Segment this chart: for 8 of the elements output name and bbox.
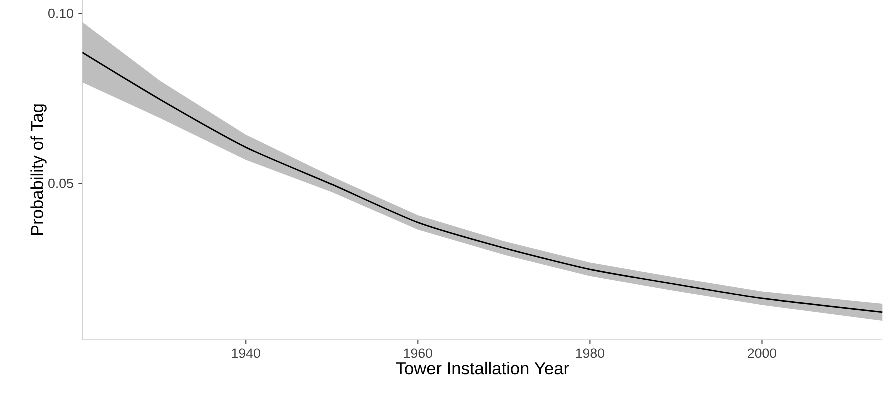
y-tick-label: 0.10 [48, 8, 74, 18]
x-tick-label: 1980 [576, 348, 604, 358]
x-tick-label: 2000 [748, 348, 777, 358]
x-axis-title: Tower Installation Year [396, 362, 570, 375]
x-tick-label: 1960 [404, 348, 432, 358]
x-tick-label: 1940 [232, 348, 260, 358]
y-tick-label: 0.05 [48, 178, 74, 188]
y-axis-title: Probability of Tag [30, 104, 47, 236]
